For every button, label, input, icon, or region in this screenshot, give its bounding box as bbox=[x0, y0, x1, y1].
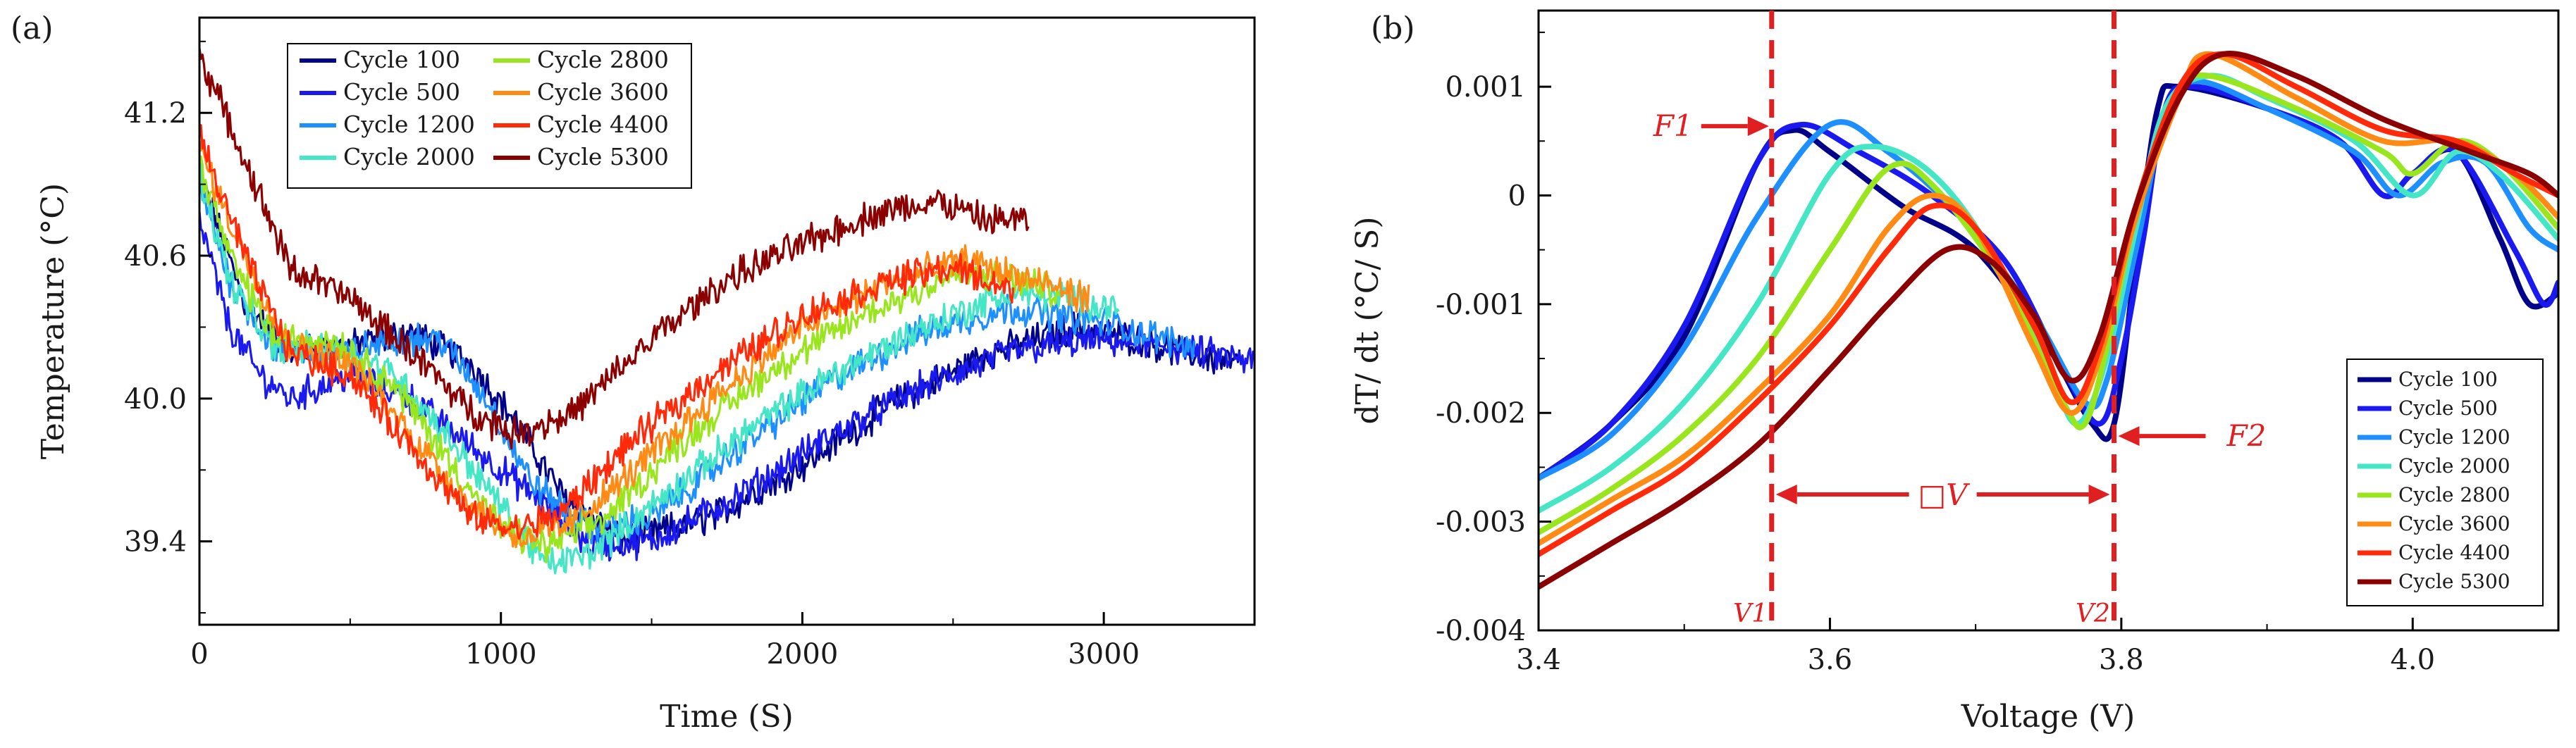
panel-a-series-cycle-2800 bbox=[199, 155, 1060, 563]
panel-b-series-cycle-2800 bbox=[1539, 72, 2558, 536]
panel-a-legend-label-cycle-500: Cycle 500 bbox=[343, 78, 460, 106]
panel-a-frame bbox=[198, 16, 1256, 626]
panel-b-x-tick-label: 3.6 bbox=[1808, 644, 1853, 676]
panel-b-legend-label-cycle-2000: Cycle 2000 bbox=[2398, 454, 2510, 478]
panel-a-legend-label-cycle-1200: Cycle 1200 bbox=[343, 111, 475, 138]
panel-a: (a) 0 1000 2000 3000 39.4 40.0 40.6 41.2 Time … bbox=[11, 11, 1256, 735]
f1-arrow-head bbox=[1747, 116, 1769, 137]
panel-a-x-tick-label: 1000 bbox=[465, 638, 537, 671]
panel-b-x-tick-label: 3.4 bbox=[1516, 644, 1561, 676]
panel-a-legend-label-cycle-2000: Cycle 2000 bbox=[343, 143, 475, 170]
panel-a-x-tick-label: 0 bbox=[190, 638, 208, 671]
panel-b-legend-label-cycle-2800: Cycle 2800 bbox=[2398, 483, 2510, 506]
panel-a-x-tick-label: 3000 bbox=[1068, 638, 1140, 671]
panel-a-legend-label-cycle-2800: Cycle 2800 bbox=[537, 46, 669, 73]
panel-a-legend-label-cycle-5300: Cycle 5300 bbox=[537, 143, 669, 170]
panel-b-legend-label-cycle-1200: Cycle 1200 bbox=[2398, 425, 2510, 449]
delta-v-right-arrow-head bbox=[2088, 485, 2110, 505]
panel-b-legend: Cycle 100 Cycle 500 Cycle 1200 Cycle 2000 Cy… bbox=[2346, 359, 2544, 606]
panel-a-legend-label-cycle-3600: Cycle 3600 bbox=[537, 78, 669, 106]
panel-a-legend: Cycle 100 Cycle 500 Cycle 1200 Cycle 2000 Cy… bbox=[287, 43, 692, 189]
panel-a-y-ticks: 39.4 40.0 40.6 41.2 bbox=[124, 40, 212, 614]
panel-b-x-tick-label: 4.0 bbox=[2390, 644, 2435, 676]
panel-a-series-cycle-5300 bbox=[199, 48, 1030, 450]
panel-a-y-axis-title: Temperature (°C) bbox=[35, 183, 71, 459]
panel-b-series-group bbox=[1539, 51, 2558, 590]
panel-b-x-ticks: 3.4 3.6 3.8 4.0 bbox=[1516, 618, 2559, 676]
f1-arrow bbox=[1701, 116, 1769, 137]
panel-a-y-tick-label: 40.0 bbox=[124, 383, 187, 416]
v1-label: V1 bbox=[1733, 599, 1768, 628]
delta-v-arrow bbox=[1775, 485, 2110, 505]
panel-a-legend-label-cycle-100: Cycle 100 bbox=[343, 46, 460, 73]
panel-a-y-tick-label: 41.2 bbox=[124, 97, 187, 130]
panel-b-series-cycle-3600 bbox=[1539, 51, 2558, 547]
panel-a-x-ticks: 0 1000 2000 3000 bbox=[190, 612, 1255, 671]
panel-b-legend-box bbox=[2346, 359, 2544, 606]
panel-b-x-tick-label: 3.8 bbox=[2099, 644, 2144, 676]
panel-b-legend-label-cycle-5300: Cycle 5300 bbox=[2398, 570, 2510, 593]
delta-v-left-arrow-head bbox=[1775, 485, 1797, 505]
panel-b-y-tick-label: 0 bbox=[1508, 180, 1526, 212]
panel-b-annotations: V1 V2 F1 F2 □V bbox=[1653, 11, 2267, 630]
f1-label: F1 bbox=[1653, 108, 1693, 143]
panel-b-y-ticks: -0.004 -0.003 -0.002 -0.001 0 0.001 bbox=[1436, 31, 1551, 647]
f2-arrow bbox=[2118, 426, 2206, 447]
panel-b: (b) 3.4 3.6 3.8 4.0 -0.004-0.003-0.002-0.00… bbox=[1350, 9, 2560, 735]
panel-a-series-cycle-1200 bbox=[199, 185, 1196, 544]
panel-b-y-tick-label: -0.001 bbox=[1436, 289, 1526, 321]
panel-a-x-tick-label: 2000 bbox=[767, 638, 839, 671]
panel-b-legend-label-cycle-100: Cycle 100 bbox=[2398, 368, 2498, 391]
panel-b-y-axis-title: dT/ dt (°C/ S) bbox=[1350, 216, 1386, 424]
delta-v-label: □V bbox=[1918, 478, 1971, 512]
panel-a-x-axis-title: Time (S) bbox=[660, 699, 794, 735]
panel-b-legend-label-cycle-3600: Cycle 3600 bbox=[2398, 512, 2510, 535]
panel-b-legend-label-cycle-4400: Cycle 4400 bbox=[2398, 541, 2510, 564]
panel-a-legend-box bbox=[287, 43, 692, 189]
panel-b-y-tick-label: -0.003 bbox=[1436, 506, 1526, 539]
panel-b-y-tick-label: -0.004 bbox=[1436, 615, 1526, 647]
v2-label: V2 bbox=[2076, 599, 2110, 628]
panel-a-legend-label-cycle-4400: Cycle 4400 bbox=[537, 111, 669, 138]
panel-a-y-tick-label: 40.6 bbox=[124, 240, 187, 273]
panel-b-series-cycle-4400 bbox=[1539, 51, 2558, 557]
panel-a-series-cycle-3600 bbox=[199, 140, 1090, 549]
panel-a-series-cycle-4400 bbox=[199, 124, 1015, 540]
panel-a-y-tick-label: 39.4 bbox=[124, 526, 187, 559]
panel-b-series-cycle-5300 bbox=[1539, 51, 2558, 590]
panel-b-frame bbox=[1537, 9, 2560, 632]
panel-b-label: (b) bbox=[1371, 11, 1415, 46]
panel-a-series-group bbox=[199, 48, 1255, 575]
panel-a-label: (a) bbox=[11, 11, 54, 46]
panel-b-x-axis-title: Voltage (V) bbox=[1961, 699, 2136, 735]
panel-b-legend-label-cycle-500: Cycle 500 bbox=[2398, 397, 2498, 420]
f2-arrow-head bbox=[2118, 426, 2140, 447]
panel-b-y-tick-label: 0.001 bbox=[1445, 71, 1526, 104]
panel-b-y-tick-label: -0.002 bbox=[1436, 397, 1526, 430]
f2-label: F2 bbox=[2226, 418, 2267, 453]
